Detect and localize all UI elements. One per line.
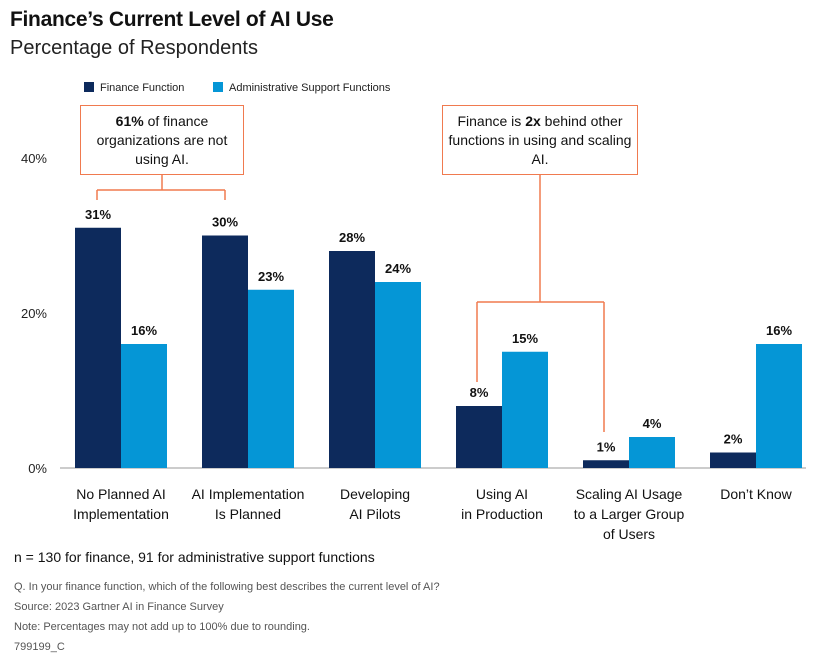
bar-admin [375,282,421,468]
bar-finance [583,460,629,468]
x-tick-label: Is Planned [215,506,281,522]
x-tick-label: Using AI [476,486,528,502]
data-label: 2% [724,432,743,447]
legend-label: Administrative Support Functions [229,82,391,94]
bar-finance [710,452,756,468]
y-tick-label: 40% [21,151,47,166]
legend-swatch [84,82,94,92]
legend-label: Finance Function [100,82,184,94]
bar-admin [248,289,294,468]
data-label: 31% [85,207,111,222]
callout-post: behind other functions in using and scal… [448,113,632,167]
bar-admin [121,344,167,468]
bar-finance [202,235,248,468]
callout-bold: 2x [525,113,541,129]
chart-title: Finance’s Current Level of AI Use [10,8,334,31]
callout-not-using-ai: 61% of finance organizations are not usi… [80,105,244,175]
data-label: 30% [212,215,238,230]
x-tick-label: No Planned AI [76,486,166,502]
chart-subtitle: Percentage of Respondents [10,37,258,59]
bar-finance [329,251,375,468]
data-label: 16% [766,323,792,338]
data-label: 28% [339,230,365,245]
bar-admin [629,437,675,468]
footnote-source: Source: 2023 Gartner AI in Finance Surve… [14,601,224,613]
footnote-note: Note: Percentages may not add up to 100%… [14,621,310,633]
data-label: 15% [512,331,538,346]
data-label: 1% [597,439,616,454]
data-label: 24% [385,261,411,276]
callout-finance-behind: Finance is 2x behind other functions in … [442,105,638,175]
x-tick-label: Scaling AI Usage [576,486,683,502]
callout-pre: Finance is [457,113,526,129]
x-tick-label: of Users [603,526,655,542]
x-tick-label: Developing [340,486,410,502]
footnote-id: 799199_C [14,641,65,653]
bar-finance [75,227,121,468]
x-tick-label: AI Pilots [349,506,400,522]
y-tick-label: 0% [28,461,47,476]
callout-bold: 61% [115,113,144,129]
bar-finance [456,406,502,468]
x-tick-label: Don’t Know [720,486,792,502]
data-label: 8% [470,385,489,400]
x-tick-label: to a Larger Group [574,506,685,522]
callout-post: of finance organizations are not using A… [96,113,228,167]
data-label: 16% [131,323,157,338]
y-tick-label: 20% [21,306,47,321]
x-tick-label: Implementation [73,506,169,522]
data-label: 23% [258,269,284,284]
bar-admin [756,344,802,468]
x-tick-label: in Production [461,506,543,522]
bar-admin [502,351,548,468]
data-label: 4% [643,416,662,431]
legend-swatch [213,82,223,92]
footnote-question: Q. In your finance function, which of th… [14,581,440,593]
sample-size-note: n = 130 for finance, 91 for administrati… [14,549,375,565]
x-tick-label: AI Implementation [192,486,305,502]
